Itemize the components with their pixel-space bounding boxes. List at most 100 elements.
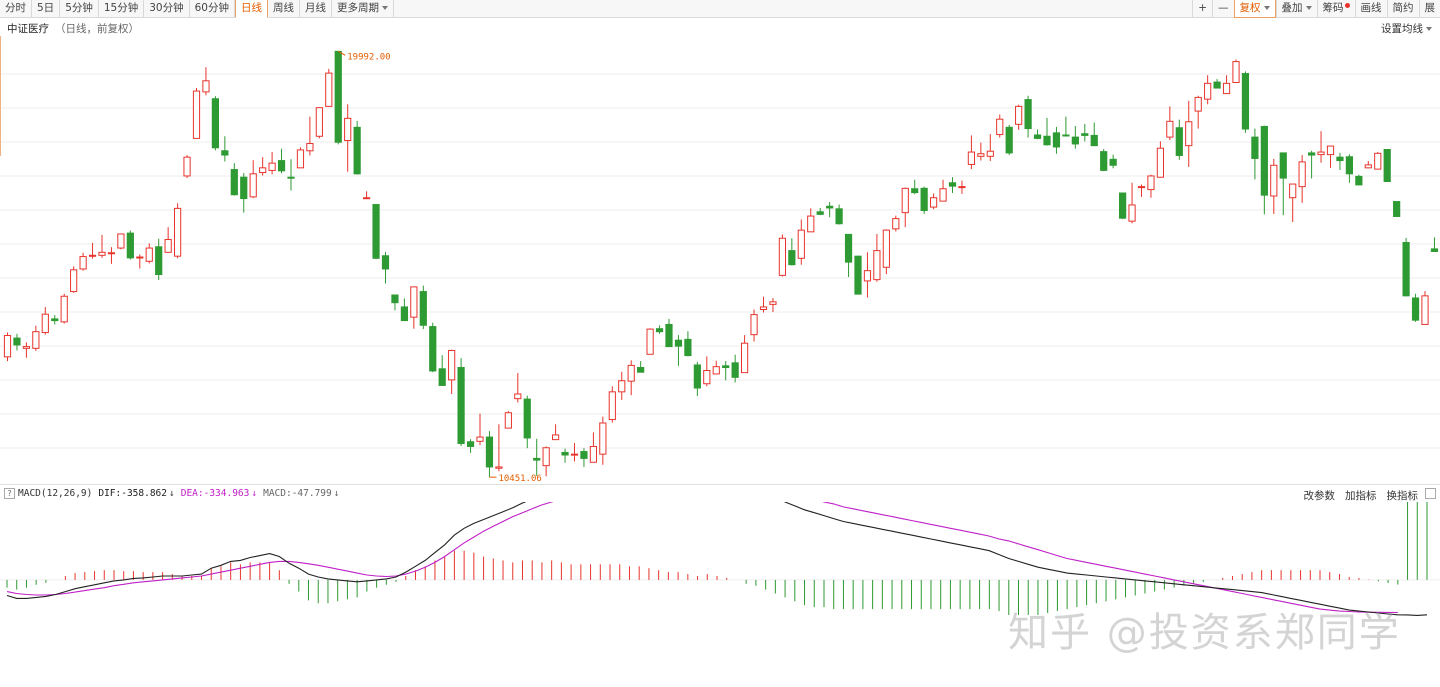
candle-body [1241, 73, 1250, 130]
candle-body [655, 328, 664, 333]
candle-body [400, 306, 408, 322]
tool-button-0[interactable]: + [1192, 0, 1212, 18]
candle [844, 233, 853, 278]
candle-body [1052, 132, 1061, 148]
add-indicator-button[interactable]: 加指标 [1345, 490, 1377, 502]
candle-body [1336, 156, 1344, 162]
tab-period-6[interactable]: 日线 [235, 0, 268, 18]
candle [107, 247, 116, 264]
annotation-label: 19992.00 [347, 52, 390, 62]
candle [13, 333, 21, 351]
candle [249, 160, 257, 199]
candle [79, 252, 87, 271]
candle-body [1213, 81, 1221, 89]
tool-button-3[interactable]: 叠加 [1275, 0, 1317, 18]
tool-button-1[interactable]: — [1212, 0, 1234, 18]
candle [476, 413, 484, 446]
tab-period-0[interactable]: 分时 [0, 0, 32, 18]
tab-period-8[interactable]: 月线 [300, 0, 332, 18]
candle-body [315, 107, 323, 137]
candle-body [542, 447, 550, 467]
macd-chart [0, 502, 1440, 616]
candle-body [807, 215, 815, 233]
candle [684, 331, 692, 357]
candle-body [448, 349, 456, 381]
candle-body [523, 398, 531, 439]
candle-body [778, 237, 786, 276]
candle-body [703, 370, 711, 385]
tool-button-4[interactable]: 筹码 [1316, 0, 1355, 18]
candle-body [32, 331, 40, 349]
dif-line [6, 502, 1428, 616]
candle-body [731, 362, 739, 378]
tab-period-3[interactable]: 15分钟 [99, 0, 145, 18]
candle [1308, 150, 1316, 179]
candle [334, 50, 342, 145]
candle [1364, 161, 1372, 169]
candle [948, 177, 957, 194]
candle-body [1270, 164, 1278, 197]
candle-body [268, 162, 276, 171]
candle-body [826, 205, 834, 209]
candle-body [466, 441, 475, 447]
candle-body [1090, 134, 1098, 147]
tool-button-5[interactable]: 画线 [1354, 0, 1387, 18]
candle-body [1109, 158, 1117, 166]
candle [504, 411, 512, 429]
candle [1298, 155, 1306, 203]
candle [1015, 104, 1023, 130]
candle [485, 431, 494, 478]
ma-settings-label: 设置均线 [1381, 23, 1423, 35]
candle [240, 172, 248, 213]
indicator-header: ? MACD(12,26,9) DIF:-358.862 ↓ DEA:-334.963… [0, 484, 1440, 502]
tool-button-6[interactable]: 简约 [1386, 0, 1419, 18]
candle-body [1166, 120, 1174, 138]
tab-period-5[interactable]: 60分钟 [190, 0, 235, 18]
edit-params-button[interactable]: 改参数 [1303, 490, 1336, 502]
candlestick-chart[interactable]: 19992.00 10451.06 [0, 36, 1440, 484]
candle [901, 187, 909, 228]
candle [618, 371, 626, 400]
candle [523, 395, 531, 449]
tab-period-4[interactable]: 30分钟 [144, 0, 190, 18]
candle-body [722, 365, 730, 369]
candle-body [646, 328, 654, 355]
tool-button-2[interactable]: 复权 [1233, 0, 1276, 18]
switch-indicator-button[interactable]: 换指标 [1386, 490, 1419, 502]
candle [826, 201, 834, 218]
help-icon[interactable]: ? [4, 488, 15, 499]
candle [230, 163, 238, 196]
tab-period-9[interactable]: 更多周期 [332, 0, 394, 18]
candle [1109, 154, 1117, 169]
chart-title: 中证医疗 （日线，前复权） [7, 21, 139, 36]
candle [1005, 124, 1013, 156]
candle [854, 255, 862, 295]
tool-button-7[interactable]: 展 [1418, 0, 1440, 18]
tab-period-1[interactable]: 5日 [32, 0, 61, 18]
candle [863, 252, 872, 298]
dea-line [6, 502, 1398, 614]
tab-period-7[interactable]: 周线 [268, 0, 300, 18]
ma-settings-button[interactable]: 设置均线 [1381, 21, 1432, 36]
candle-body [1156, 147, 1165, 178]
candle-body [1308, 152, 1316, 156]
candle [202, 67, 210, 96]
candle-body [1393, 201, 1401, 217]
down-arrow-icon: ↓ [169, 488, 175, 499]
candle [1090, 122, 1098, 147]
candle-body [882, 229, 890, 268]
candle [1147, 174, 1155, 198]
candle [1270, 158, 1278, 214]
candle [1137, 184, 1146, 197]
candle-body [174, 207, 182, 257]
candle-body [1411, 297, 1420, 321]
candle-body [391, 294, 399, 304]
close-icon[interactable] [1425, 488, 1436, 499]
candle-body [797, 229, 805, 259]
tab-period-2[interactable]: 5分钟 [60, 0, 99, 18]
candle-body [1430, 248, 1439, 252]
candle [1081, 123, 1089, 142]
candle [712, 360, 720, 375]
candle-body [986, 150, 994, 157]
indicator-actions: 改参数 加指标 换指标 [1304, 488, 1419, 503]
